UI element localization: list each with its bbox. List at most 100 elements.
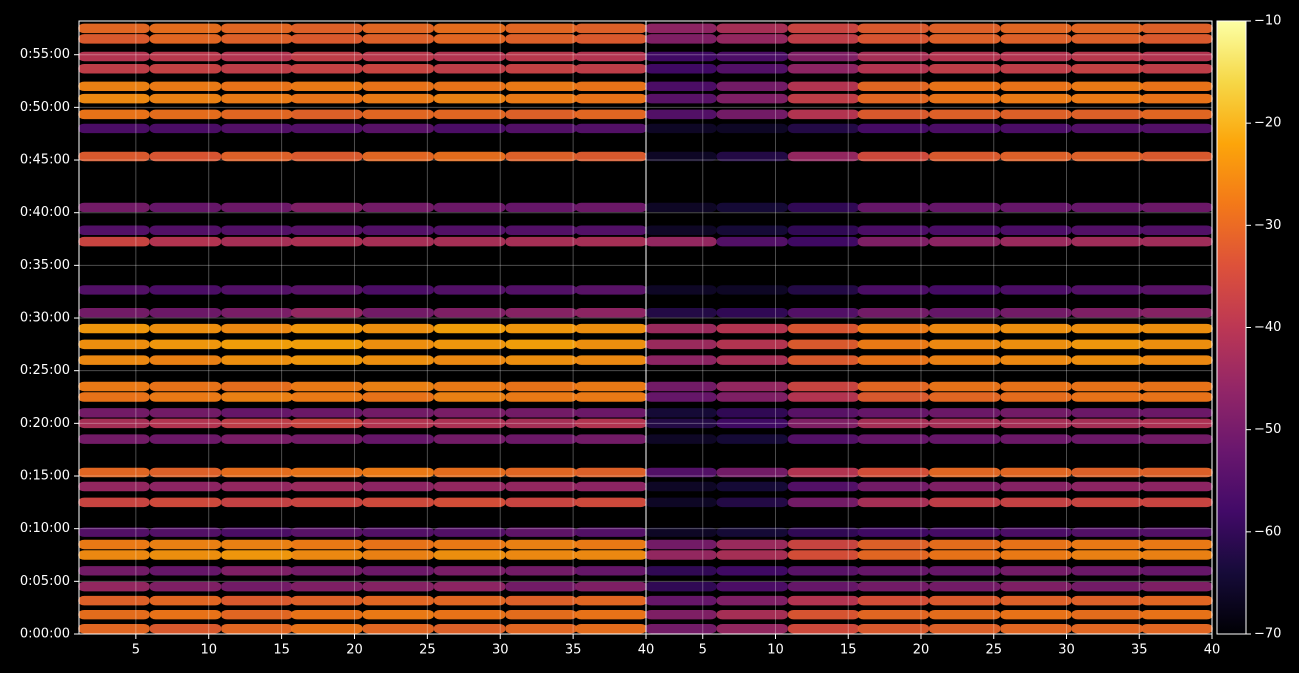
heat-cell [1141,151,1213,162]
heat-cell [78,109,150,120]
heat-cell [575,623,647,634]
heat-cell [787,581,860,592]
heat-cell [1071,497,1143,508]
heat-cell [362,123,434,134]
heat-cell [505,34,577,44]
heat-cell [505,392,577,402]
heat-cell [505,539,577,550]
heat-cell [362,236,434,247]
heat-cell [221,623,293,634]
heat-cell [716,581,788,592]
heat-cell [221,123,293,134]
heat-cell [291,323,363,334]
heat-cell [645,595,717,606]
heat-cell [1071,392,1143,402]
heat-cell [149,467,222,478]
heat-cell [1141,481,1213,492]
heat-cell [575,550,647,560]
heat-cell [929,550,1001,560]
heat-cell [78,34,150,44]
heat-cell [433,109,506,120]
heat-cell [149,418,222,429]
heat-cell [716,497,788,508]
heat-cell [362,308,434,318]
heat-cell [78,236,150,247]
heat-cell [1141,467,1213,478]
heat-cell [149,550,222,560]
heat-cell [221,434,293,444]
heat-cell [1071,595,1143,606]
heat-cell [929,64,1001,74]
heat-cell [1141,202,1213,213]
heat-cell [505,123,577,134]
heat-cell [433,497,506,508]
heat-cell [716,308,788,318]
heat-cell [716,323,788,334]
heat-cell [149,308,222,318]
heat-cell [645,109,717,120]
heat-cell [291,34,363,44]
heat-cell [1071,355,1143,365]
heat-cell [221,81,293,92]
heat-cell [929,93,1001,104]
heat-cell [149,434,222,444]
x-tick-label: 25 [419,643,436,658]
heat-cell [149,355,222,365]
heat-cell [78,339,150,350]
heat-cell [575,539,647,550]
heat-cell [575,418,647,429]
heat-cell [1141,550,1213,560]
heat-cell [716,93,788,104]
heat-cell [362,285,434,295]
heat-cell [291,339,363,350]
heat-cell [787,64,860,74]
heat-cell [929,123,1001,134]
heat-cell [433,467,506,478]
heat-cell [78,64,150,74]
heat-cell [1000,285,1072,295]
heat-cell [149,323,222,334]
heat-cell [575,123,647,134]
x-tick-label: 20 [346,643,363,658]
heat-cell [716,467,788,478]
heat-cell [78,467,150,478]
heat-cell [929,566,1001,576]
heat-cell [149,539,222,550]
heat-cell [716,595,788,606]
heat-cell [362,497,434,508]
heat-cell [787,151,860,162]
heat-cell [1000,202,1072,213]
heat-cell [1141,381,1213,392]
heat-cell [857,539,929,550]
heat-cell [1000,392,1072,402]
heat-cell [291,497,363,508]
heat-cell [291,285,363,295]
heat-cell [929,609,1001,620]
heat-cell [645,467,717,478]
heat-cell [362,34,434,44]
heat-cell [149,81,222,92]
heat-cell [1000,51,1072,62]
heat-cell [929,323,1001,334]
heat-cell [857,623,929,634]
heat-cell [78,497,150,508]
colorbar-tick-label: −40 [1254,320,1281,335]
heat-cell [433,566,506,576]
heat-cell [221,539,293,550]
heat-cell [929,408,1001,418]
heat-cell [362,109,434,120]
heat-cell [1141,595,1213,606]
heat-cell [1000,550,1072,560]
heat-cell [291,595,363,606]
heat-cell [645,623,717,634]
heat-cell [291,381,363,392]
heat-cell [505,285,577,295]
heat-cell [1141,64,1213,74]
heat-cell [1000,355,1072,365]
heat-cell [716,23,788,34]
heat-cell [1141,609,1213,620]
heat-cell [787,595,860,606]
y-tick-label: 0:55:00 [20,47,70,62]
heat-cell [645,408,717,418]
heat-cell [291,418,363,429]
